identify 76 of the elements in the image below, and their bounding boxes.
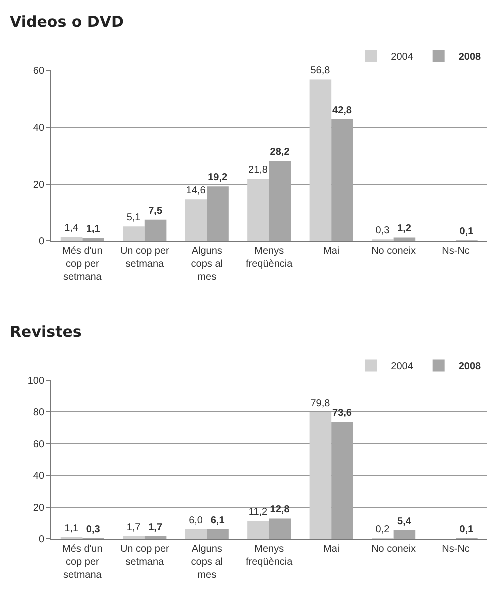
legend-label: 2008 — [458, 362, 482, 373]
data-label: 0,3 — [376, 226, 390, 237]
y-tick-label: 100 — [28, 376, 45, 387]
data-label: 6,1 — [210, 515, 226, 526]
x-tick-label: Un cop per setmana — [120, 544, 170, 568]
bar — [394, 238, 416, 242]
bar — [394, 530, 416, 540]
data-label: 7,5 — [148, 206, 163, 217]
data-label: 0,1 — [460, 226, 474, 238]
bar — [82, 238, 104, 242]
bar — [310, 80, 332, 242]
y-tick-label: 80 — [33, 408, 45, 419]
data-label: 12,8 — [270, 504, 290, 516]
data-label: 56,8 — [310, 66, 331, 77]
bar — [248, 521, 270, 540]
x-tick-label: Mai — [324, 246, 340, 258]
y-tick-label: 60 — [33, 439, 45, 450]
bar — [123, 226, 145, 242]
y-tick-label: 40 — [33, 122, 45, 134]
y-tick-label: 0 — [39, 534, 45, 546]
data-label: 14,6 — [186, 186, 206, 197]
x-tick-label: Més d'un cop per setmana — [62, 544, 103, 582]
x-tick-label: Alguns cops al mes — [191, 544, 223, 582]
bar — [332, 120, 354, 242]
x-tick-label: No coneix — [372, 246, 416, 258]
data-label: 42,8 — [332, 106, 352, 117]
legend-label: 2004 — [391, 52, 414, 64]
data-label: 0,1 — [460, 524, 474, 536]
bar — [269, 518, 292, 540]
x-tick-label: Ns-Nc — [442, 544, 470, 556]
x-tick-label: Menys freqüència — [246, 246, 294, 270]
data-label: 21,8 — [248, 165, 268, 176]
bar — [207, 529, 229, 540]
x-tick-label: Ns-Nc — [442, 246, 470, 258]
bar — [144, 536, 167, 540]
chart-title: Videos o DVD — [10, 13, 124, 31]
data-label: 73,6 — [332, 408, 352, 420]
bar — [123, 536, 145, 540]
bar — [248, 179, 270, 242]
data-label: 19,2 — [208, 172, 228, 184]
data-label: 1,2 — [398, 224, 412, 235]
data-label: 1,7 — [126, 522, 142, 534]
data-label: 1,1 — [86, 224, 101, 236]
data-label: 79,8 — [310, 398, 331, 410]
data-label: 28,2 — [270, 147, 290, 158]
bar — [332, 422, 354, 540]
x-tick-label: Menys freqüència — [246, 544, 294, 568]
data-label: 5,1 — [126, 212, 142, 224]
data-label: 1,7 — [148, 522, 163, 534]
y-tick-label: 40 — [33, 471, 45, 482]
y-tick-label: 20 — [33, 502, 45, 514]
bar — [207, 186, 229, 242]
data-label: 1,4 — [64, 223, 79, 234]
legend-label: 2008 — [458, 52, 482, 64]
bar — [144, 220, 167, 242]
data-label: 11,2 — [248, 507, 268, 518]
data-label: 0,3 — [86, 524, 101, 536]
bar — [310, 412, 332, 540]
bar — [269, 161, 292, 242]
chart-title: Revistes — [10, 323, 82, 341]
x-tick-label: Més d'un cop per setmana — [62, 246, 103, 284]
x-tick-label: Un cop per setmana — [120, 246, 170, 270]
x-tick-label: Alguns cops al mes — [191, 246, 223, 284]
x-tick-label: Mai — [324, 544, 340, 556]
y-tick-label: 20 — [33, 180, 45, 191]
bar — [60, 237, 83, 242]
legend-label: 2004 — [391, 362, 414, 373]
x-tick-label: No coneix — [372, 544, 416, 556]
data-label: 1,1 — [64, 523, 79, 534]
data-label: 5,4 — [398, 516, 412, 528]
data-label: 6,0 — [189, 516, 204, 526]
y-tick-label: 60 — [33, 66, 45, 78]
bar — [185, 530, 208, 540]
bar — [185, 200, 208, 242]
y-tick-label: 0 — [39, 236, 45, 248]
data-label: 0,2 — [376, 524, 390, 536]
